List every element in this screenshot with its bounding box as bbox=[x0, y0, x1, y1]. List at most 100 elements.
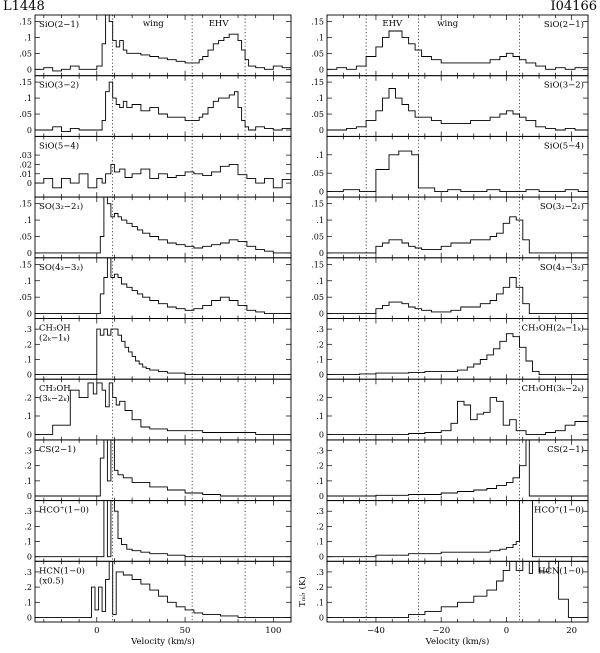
y-tick-label: .1 bbox=[316, 477, 324, 486]
y-tick-label: .3 bbox=[316, 507, 324, 516]
y-tick-label: 0 bbox=[319, 310, 324, 319]
y-tick-label: .15 bbox=[311, 260, 324, 269]
panel-label: CS(2−1) bbox=[547, 444, 584, 455]
spectrum-line bbox=[327, 216, 588, 254]
panel-label: SiO(5−4) bbox=[39, 140, 79, 151]
y-tick-label: .2 bbox=[24, 583, 32, 592]
y-tick-label: .05 bbox=[311, 169, 324, 178]
y-tick-label: .01 bbox=[19, 170, 32, 179]
x-tick-label: 100 bbox=[265, 626, 281, 636]
y-tick-label: 0 bbox=[27, 249, 32, 258]
panel-label: CH₃OH bbox=[39, 384, 71, 394]
x-axis-label: Velocity (km/s) bbox=[130, 636, 195, 647]
y-tick-label: .2 bbox=[24, 522, 32, 531]
panel-label: CH₃OH(2ₖ−1ₖ) bbox=[522, 323, 584, 334]
y-tick-label: .05 bbox=[311, 110, 324, 119]
x-tick-label: 0 bbox=[94, 626, 99, 636]
y-tick-label: .1 bbox=[316, 412, 324, 421]
panel-label: SO(3₂−2₁) bbox=[540, 201, 584, 212]
panel-label: SiO(3−2) bbox=[39, 80, 79, 91]
y-tick-label: .05 bbox=[19, 232, 32, 241]
spectrum-line bbox=[35, 163, 291, 189]
y-tick-label: 0 bbox=[319, 188, 324, 197]
panel-label: HCN(1−0) bbox=[538, 565, 584, 576]
spectrum-line bbox=[327, 277, 588, 315]
panel-label: SO(4₃−3₂) bbox=[39, 262, 83, 273]
y-tick-label: 0 bbox=[319, 371, 324, 380]
y-tick-label: .1 bbox=[24, 33, 32, 42]
panel-frame bbox=[34, 378, 292, 441]
panel-label: (2ₖ−1ₖ) bbox=[39, 333, 70, 344]
y-tick-label: .3 bbox=[316, 568, 324, 577]
y-tick-label: .1 bbox=[24, 477, 32, 486]
y-tick-label: .1 bbox=[316, 151, 324, 160]
y-tick-label: .05 bbox=[19, 49, 32, 58]
spectrum-line bbox=[35, 81, 291, 133]
y-tick-label: 0 bbox=[319, 613, 324, 622]
y-tick-label: .2 bbox=[316, 583, 324, 592]
y-tick-label: .05 bbox=[311, 293, 324, 302]
y-tick-label: .05 bbox=[311, 49, 324, 58]
x-tick-label: 20 bbox=[566, 626, 577, 636]
region-label: EHV bbox=[382, 19, 403, 29]
x-axis-label: Velocity (km/s) bbox=[425, 636, 490, 647]
y-tick-label: .15 bbox=[19, 17, 32, 26]
x-tick-label: −40 bbox=[367, 626, 385, 636]
y-tick-label: .1 bbox=[316, 277, 324, 286]
y-tick-label: .1 bbox=[316, 33, 324, 42]
x-tick-label: −20 bbox=[432, 626, 450, 636]
panel-label: SiO(3−2) bbox=[544, 80, 584, 91]
y-tick-label: 0 bbox=[27, 371, 32, 380]
x-tick-label: 0 bbox=[504, 626, 509, 636]
spectrum-line bbox=[327, 30, 588, 70]
y-tick-label: 0 bbox=[27, 126, 32, 135]
panel-label: SiO(2−1) bbox=[39, 19, 79, 30]
y-tick-label: 0 bbox=[319, 126, 324, 135]
spectrum-line bbox=[35, 439, 291, 497]
spectrum-line bbox=[327, 397, 588, 435]
y-tick-label: 0 bbox=[27, 430, 32, 439]
y-tick-label: .1 bbox=[316, 598, 324, 607]
y-tick-label: .05 bbox=[19, 110, 32, 119]
y-tick-label: .15 bbox=[311, 200, 324, 209]
y-tick-label: 0 bbox=[27, 65, 32, 74]
y-tick-label: 0 bbox=[27, 492, 32, 501]
y-tick-label: .1 bbox=[24, 598, 32, 607]
y-tick-label: .3 bbox=[24, 325, 32, 334]
y-tick-label: .2 bbox=[24, 394, 32, 403]
y-tick-label: .15 bbox=[19, 200, 32, 209]
y-tick-label: .1 bbox=[24, 355, 32, 364]
spectrum-line bbox=[35, 15, 291, 72]
spectrum-line bbox=[35, 257, 291, 315]
panel-frame bbox=[34, 318, 292, 380]
y-tick-label: .2 bbox=[316, 462, 324, 471]
left-source-title: L1448 bbox=[3, 0, 45, 14]
y-tick-label: .1 bbox=[24, 412, 32, 421]
panel-frame bbox=[34, 560, 292, 623]
spectrum-line bbox=[327, 88, 588, 131]
y-tick-label: .1 bbox=[316, 538, 324, 547]
y-tick-label: 0 bbox=[319, 249, 324, 258]
panel-label: SO(4₃−3₂) bbox=[540, 262, 584, 273]
y-tick-label: .1 bbox=[316, 94, 324, 103]
y-tick-label: 0 bbox=[27, 310, 32, 319]
y-tick-label: .2 bbox=[24, 462, 32, 471]
region-label: EHV bbox=[209, 19, 230, 29]
spectrum-line bbox=[327, 500, 588, 558]
y-tick-label: .3 bbox=[24, 447, 32, 456]
panel-label: SO(3₂−2₁) bbox=[39, 201, 83, 212]
y-tick-label: 0 bbox=[319, 430, 324, 439]
y-tick-label: .05 bbox=[19, 293, 32, 302]
y-tick-label: 0 bbox=[319, 492, 324, 501]
y-tick-label: 0 bbox=[27, 179, 32, 188]
y-tick-label: .03 bbox=[19, 151, 32, 160]
y-tick-label: 0 bbox=[27, 553, 32, 562]
panel-label: SiO(2−1) bbox=[544, 19, 584, 30]
spectrum-line bbox=[327, 561, 588, 618]
y-tick-label: 0 bbox=[319, 553, 324, 562]
y-tick-label: .2 bbox=[316, 522, 324, 531]
y-tick-label: .2 bbox=[24, 340, 32, 349]
y-tick-label: .15 bbox=[19, 260, 32, 269]
